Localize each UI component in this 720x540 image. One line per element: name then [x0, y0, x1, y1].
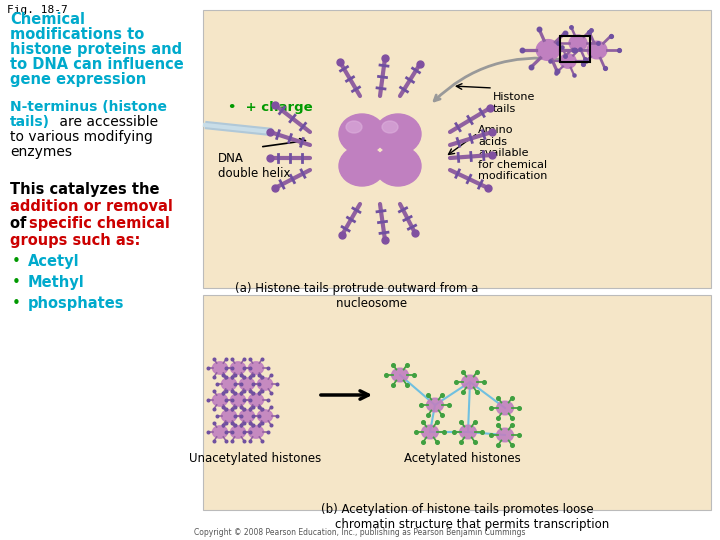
Ellipse shape [258, 410, 273, 422]
Text: This catalyzes the: This catalyzes the [10, 182, 160, 197]
Text: Unacetylated histones: Unacetylated histones [189, 452, 321, 465]
Ellipse shape [230, 362, 246, 374]
Text: •: • [12, 296, 21, 311]
Ellipse shape [569, 35, 587, 51]
Bar [203, 10, 711, 288]
Text: specific chemical: specific chemical [29, 216, 170, 231]
Text: Copyright © 2008 Pearson Education, Inc., publishing as Pearson Benjamin Cumming: Copyright © 2008 Pearson Education, Inc.… [194, 528, 526, 537]
Text: •  + charge: • + charge [228, 100, 312, 113]
Ellipse shape [375, 146, 421, 186]
Bar [560, 36, 590, 62]
Ellipse shape [375, 114, 421, 154]
Ellipse shape [230, 426, 246, 438]
Ellipse shape [212, 426, 228, 438]
Ellipse shape [212, 362, 228, 374]
Text: of: of [10, 216, 32, 231]
Text: enzymes: enzymes [10, 145, 72, 159]
Text: •: • [12, 254, 21, 269]
Text: are accessible: are accessible [55, 115, 158, 129]
Ellipse shape [212, 394, 228, 406]
Ellipse shape [382, 121, 398, 133]
Text: tails): tails) [10, 115, 50, 129]
Text: Acetyl: Acetyl [28, 254, 80, 269]
Text: gene expression: gene expression [10, 72, 146, 87]
Ellipse shape [392, 368, 408, 382]
Ellipse shape [497, 401, 513, 415]
Text: (b) Acetylation of histone tails promotes loose
        chromatin structure that: (b) Acetylation of histone tails promote… [305, 503, 609, 531]
Text: •: • [12, 275, 21, 290]
Text: modifications to: modifications to [10, 27, 144, 42]
Text: phosphates: phosphates [28, 296, 125, 311]
Ellipse shape [497, 428, 513, 442]
Ellipse shape [248, 394, 264, 406]
Ellipse shape [536, 39, 559, 60]
Text: Fig. 18-7: Fig. 18-7 [7, 5, 68, 15]
Text: Methyl: Methyl [28, 275, 85, 290]
Ellipse shape [239, 410, 255, 422]
Ellipse shape [560, 54, 576, 68]
Text: N-terminus (histone: N-terminus (histone [10, 100, 167, 114]
Text: to DNA can influence: to DNA can influence [10, 57, 184, 72]
Text: addition or removal: addition or removal [10, 199, 173, 214]
Ellipse shape [222, 378, 237, 390]
Ellipse shape [222, 410, 237, 422]
Ellipse shape [248, 362, 264, 374]
Ellipse shape [426, 398, 444, 412]
Ellipse shape [239, 378, 255, 390]
Text: to various modifying: to various modifying [10, 130, 153, 144]
Text: histone proteins and: histone proteins and [10, 42, 182, 57]
Ellipse shape [459, 425, 477, 439]
Text: Acetylated histones: Acetylated histones [404, 452, 521, 465]
Ellipse shape [339, 114, 385, 154]
Ellipse shape [248, 426, 264, 438]
Bar [203, 295, 711, 510]
Text: Chemical: Chemical [10, 12, 85, 27]
Text: groups such as:: groups such as: [10, 233, 140, 248]
Ellipse shape [339, 146, 385, 186]
Ellipse shape [422, 425, 438, 439]
Text: DNA
double helix: DNA double helix [218, 152, 290, 180]
Ellipse shape [462, 375, 478, 389]
Ellipse shape [346, 121, 362, 133]
Ellipse shape [587, 41, 607, 59]
Ellipse shape [258, 378, 273, 390]
Text: Amino
acids
available
for chemical
modification: Amino acids available for chemical modif… [478, 125, 547, 181]
Ellipse shape [230, 394, 246, 406]
Text: Histone
tails: Histone tails [493, 92, 536, 113]
Text: (a) Histone tails protrude outward from a
        nucleosome: (a) Histone tails protrude outward from … [235, 282, 479, 310]
